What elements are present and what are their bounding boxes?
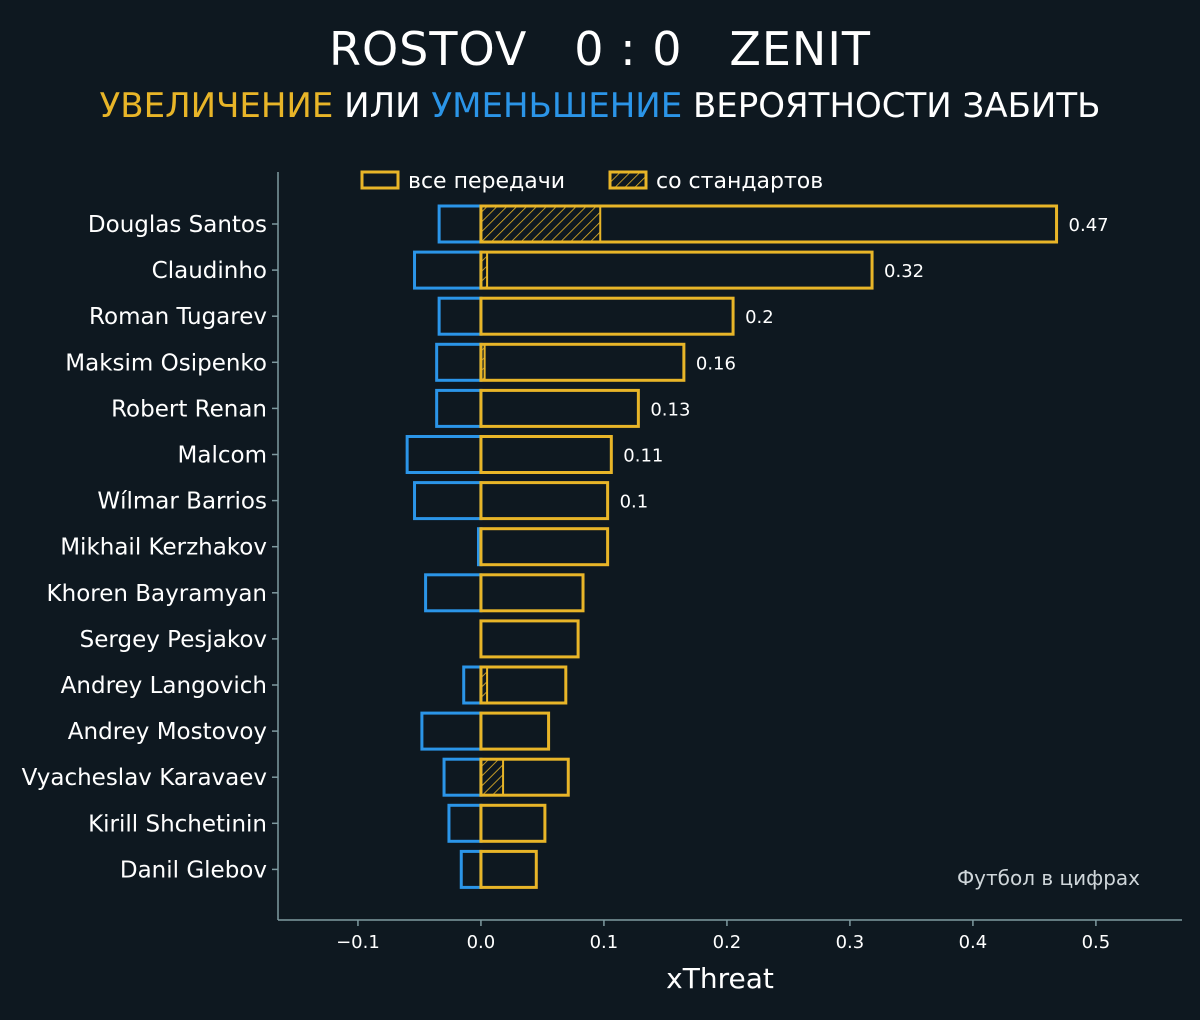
bar-negative <box>424 573 483 613</box>
data-label: 0.32 <box>884 261 924 282</box>
bar-negative <box>413 250 483 290</box>
data-label: 0.2 <box>745 307 774 328</box>
y-tick-label: Kirill Shchetinin <box>88 811 267 837</box>
match-score: 0 : 0 <box>574 22 683 76</box>
bar-positive <box>479 527 610 567</box>
x-tick-label: 0.4 <box>959 932 988 953</box>
y-tick-label: Robert Renan <box>111 396 267 422</box>
data-label: 0.13 <box>650 399 690 420</box>
y-tick-label: Andrey Mostovoy <box>68 719 267 745</box>
legend-label-all-passes: все передачи <box>408 169 565 194</box>
match-title: ROSTOV 0 : 0 ZENIT <box>0 22 1200 76</box>
bar-positive <box>479 342 686 382</box>
legend-label-set-pieces: со стандартов <box>656 169 823 194</box>
home-team: ROSTOV <box>328 22 528 76</box>
bar-positive <box>479 435 613 474</box>
x-axis-ticks: −0.1 0.0 0.1 0.2 0.3 0.4 0.5 <box>336 920 1110 953</box>
bar-positive <box>479 711 551 751</box>
subtitle-decrease: УМЕНЬШЕНИЕ <box>431 86 683 126</box>
bar-positive <box>479 573 585 613</box>
data-label: 0.47 <box>1069 215 1109 236</box>
bar-negative <box>435 342 483 382</box>
y-tick-label: Roman Tugarev <box>89 304 267 330</box>
y-tick-label: Malcom <box>178 443 267 469</box>
bars-group <box>405 204 1059 889</box>
bar-negative <box>437 204 483 244</box>
bar-negative <box>435 388 483 428</box>
y-tick-label: Vyacheslav Karavaev <box>22 765 267 791</box>
bar-set-pieces <box>479 758 505 797</box>
x-tick-label: 0.0 <box>467 932 496 953</box>
bar-negative <box>447 803 483 843</box>
x-tick-label: 0.2 <box>713 932 742 953</box>
bar-negative <box>459 849 483 889</box>
x-tick-label: −0.1 <box>336 932 380 953</box>
chart-subtitle: УВЕЛИЧЕНИЕ ИЛИ УМЕНЬШЕНИЕ ВЕРОЯТНОСТИ ЗА… <box>0 86 1200 126</box>
bar-positive <box>479 388 640 428</box>
data-label: 0.16 <box>696 353 736 374</box>
data-labels: 0.47 0.32 0.2 0.16 0.13 0.11 0.1 <box>620 215 1109 513</box>
away-team: ZENIT <box>729 22 872 76</box>
x-axis-label: xThreat <box>666 962 774 995</box>
bar-positive <box>479 757 570 797</box>
bar-negative <box>420 711 483 751</box>
y-tick-label: Mikhail Kerzhakov <box>60 535 267 561</box>
y-tick-label: Danil Glebov <box>120 857 267 883</box>
bar-positive <box>479 849 538 889</box>
bar-negative <box>405 435 483 474</box>
legend-swatch-all-passes <box>360 170 400 190</box>
bar-positive <box>479 296 735 336</box>
watermark: Футбол в цифрах <box>957 866 1140 890</box>
bar-positive <box>479 803 547 843</box>
y-tick-label: Douglas Santos <box>88 212 267 238</box>
data-label: 0.1 <box>620 492 649 513</box>
subtitle-or: ИЛИ <box>333 86 432 126</box>
y-tick-label: Sergey Pesjakov <box>80 627 267 653</box>
subtitle-rest: ВЕРОЯТНОСТИ ЗАБИТЬ <box>682 86 1101 126</box>
bar-negative <box>442 757 483 797</box>
bar-negative <box>462 665 483 705</box>
bar-set-pieces <box>479 205 602 243</box>
data-label: 0.11 <box>623 446 663 467</box>
y-tick-label: Wílmar Barrios <box>97 489 267 515</box>
bar-negative <box>437 296 483 336</box>
y-tick-label: Andrey Langovich <box>61 673 267 699</box>
x-tick-label: 0.1 <box>590 932 619 953</box>
x-tick-label: 0.3 <box>836 932 865 953</box>
bar-positive <box>479 619 580 659</box>
legend: все передачи со стандартов <box>360 169 823 194</box>
bar-negative <box>413 481 483 521</box>
x-tick-label: 0.5 <box>1082 932 1111 953</box>
bar-positive <box>479 250 874 290</box>
y-tick-labels: Douglas Santos Claudinho Roman Tugarev Maks… <box>22 212 278 883</box>
bar-positive <box>479 481 610 521</box>
subtitle-increase: УВЕЛИЧЕНИЕ <box>99 86 334 126</box>
legend-swatch-set-pieces <box>608 170 648 190</box>
y-tick-label: Khoren Bayramyan <box>47 581 267 607</box>
bar-positive <box>479 665 568 705</box>
y-tick-label: Maksim Osipenko <box>65 350 267 376</box>
y-tick-label: Claudinho <box>152 258 267 284</box>
bar-positive <box>479 204 1059 244</box>
